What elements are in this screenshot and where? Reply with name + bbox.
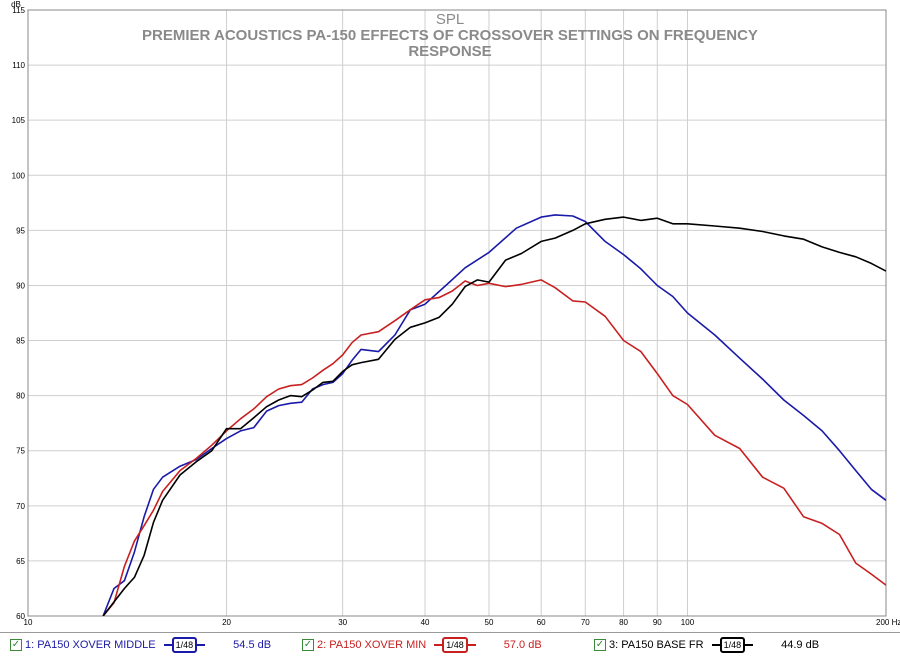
smoothing-filter-label-3: 1/48 <box>719 637 746 653</box>
frequency-response-chart: 10 20 30 40 50 60 70 80 90 100 200 Hz 60 65 70 75 80 85 9… <box>11 0 900 627</box>
x-tick-label-7: 80 <box>619 618 628 627</box>
legend-label-1: 1: PA150 XOVER MIDDLE <box>25 639 156 651</box>
x-tick-label-3: 40 <box>421 618 430 627</box>
x-tick-label-1: 20 <box>222 618 231 627</box>
filter-line-right-2 <box>467 644 476 646</box>
legend-bar: ✓ 1: PA150 XOVER MIDDLE 1/48 54.5 dB ✓ 2… <box>0 632 900 658</box>
legend-label-2: 2: PA150 XOVER MIN <box>317 639 427 651</box>
chart-title-line-1: PREMIER ACOUSTICS PA-150 EFFECTS OF CROS… <box>142 27 758 44</box>
y-tick-label-0: 60 <box>16 612 25 621</box>
plot-frame <box>27 9 887 617</box>
legend-checkbox-1[interactable]: ✓ <box>10 639 22 651</box>
legend-checkbox-3[interactable]: ✓ <box>594 639 606 651</box>
y-tick-label-10: 110 <box>12 61 25 70</box>
legend-value-3: 44.9 dB <box>781 639 820 651</box>
y-tick-label-6: 90 <box>16 281 25 290</box>
legend-value-1: 54.5 dB <box>233 639 272 651</box>
series-line-2 <box>102 279 886 616</box>
filter-line-right-1 <box>197 644 206 646</box>
y-tick-label-1: 65 <box>16 557 25 566</box>
x-tick-label-9: 100 <box>681 618 695 627</box>
smoothing-icon-3[interactable]: 1/48 <box>711 637 754 653</box>
grid <box>27 9 887 617</box>
legend-checkbox-2[interactable]: ✓ <box>302 639 314 651</box>
axis-ticks: 10 20 30 40 50 60 70 80 90 100 200 Hz 60 65 70 75 80 85 9… <box>12 6 900 627</box>
chart-title-line-2: RESPONSE <box>408 43 491 60</box>
y-unit-label: dB <box>11 0 21 9</box>
smoothing-filter-label-2: 1/48 <box>442 637 468 653</box>
y-tick-label-3: 75 <box>16 447 25 456</box>
filter-line-left-2 <box>434 644 443 646</box>
chart-titles: SPL PREMIER ACOUSTICS PA-150 EFFECTS OF … <box>142 11 758 60</box>
chart-title-spl: SPL <box>436 11 464 28</box>
x-tick-label-8: 90 <box>653 618 662 627</box>
legend-label-3: 3: PA150 BASE FR <box>609 639 704 651</box>
y-tick-label-4: 80 <box>16 392 25 401</box>
y-tick-label-2: 70 <box>16 502 25 511</box>
filter-line-left-1 <box>163 644 172 646</box>
x-tick-label-0: 10 <box>24 618 33 627</box>
x-tick-label-6: 70 <box>581 618 590 627</box>
filter-line-left-3 <box>711 644 720 646</box>
smoothing-filter-label-1: 1/48 <box>171 637 198 653</box>
series-group <box>102 214 886 616</box>
x-tick-label-5: 60 <box>537 618 546 627</box>
y-tick-label-7: 95 <box>16 226 25 235</box>
legend-item-3[interactable]: ✓ 3: PA150 BASE FR 1/48 44.9 dB <box>594 633 819 657</box>
x-tick-label-4: 50 <box>485 618 494 627</box>
y-tick-label-11: 115 <box>12 6 25 15</box>
legend-item-2[interactable]: ✓ 2: PA150 XOVER MIN 1/48 57.0 dB <box>302 633 542 657</box>
x-tick-label-2: 30 <box>338 618 347 627</box>
legend-item-1[interactable]: ✓ 1: PA150 XOVER MIDDLE 1/48 54.5 dB <box>10 633 271 657</box>
plot-border <box>27 9 887 617</box>
y-tick-label-9: 105 <box>12 116 26 125</box>
smoothing-icon-2[interactable]: 1/48 <box>434 637 476 653</box>
y-tick-label-8: 100 <box>12 171 26 180</box>
filter-line-right-3 <box>745 644 754 646</box>
x-tick-label-10: 200 Hz <box>876 618 900 627</box>
smoothing-icon-1[interactable]: 1/48 <box>163 637 206 653</box>
y-tick-label-5: 85 <box>16 337 25 346</box>
legend-value-2: 57.0 dB <box>503 639 542 651</box>
series-line-3 <box>102 216 886 616</box>
